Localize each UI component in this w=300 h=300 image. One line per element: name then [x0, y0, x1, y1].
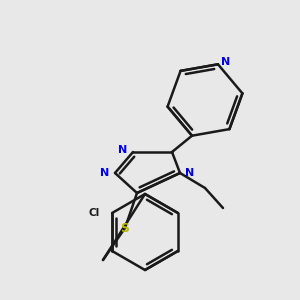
Text: N: N: [185, 168, 195, 178]
Text: S: S: [121, 221, 130, 235]
Text: Cl: Cl: [89, 208, 100, 218]
Text: N: N: [100, 168, 109, 178]
Text: N: N: [221, 57, 231, 67]
Text: N: N: [118, 145, 127, 155]
